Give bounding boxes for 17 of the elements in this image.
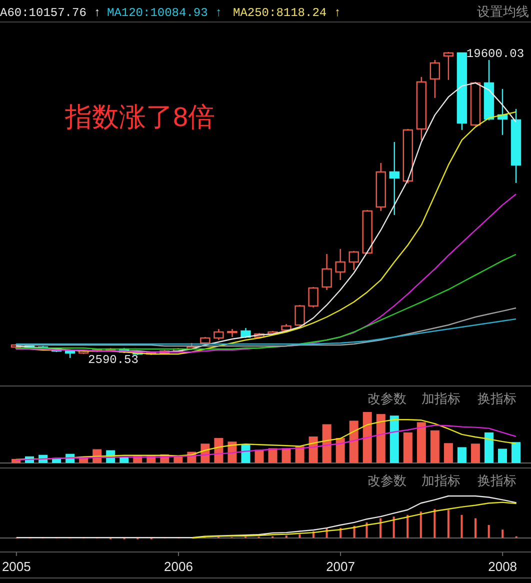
text: 换指标 (478, 391, 516, 406)
text: 设置均线 (477, 4, 529, 19)
x-tick-label: 2006 (164, 559, 193, 574)
x-tick-label: 2007 (326, 559, 355, 574)
text: 加指标 (422, 391, 460, 406)
text: 改参数 (368, 473, 406, 488)
text: 换指标 (478, 473, 516, 488)
text: 加指标 (422, 473, 460, 488)
x-tick-label: 2005 (2, 559, 31, 574)
x-tick-label: 2008 (488, 559, 518, 574)
text: A60:10157.76 ↑ (0, 6, 101, 20)
annotation: 19600.03 (466, 47, 524, 61)
text: 改参数 (368, 391, 406, 406)
text: MA120:10084.93 ↑ (107, 6, 222, 20)
annotation: 2590.53 (88, 353, 138, 367)
text: MA250:8118.24 ↑ (233, 6, 342, 20)
annotation: 指数涨了8倍 (64, 102, 216, 132)
